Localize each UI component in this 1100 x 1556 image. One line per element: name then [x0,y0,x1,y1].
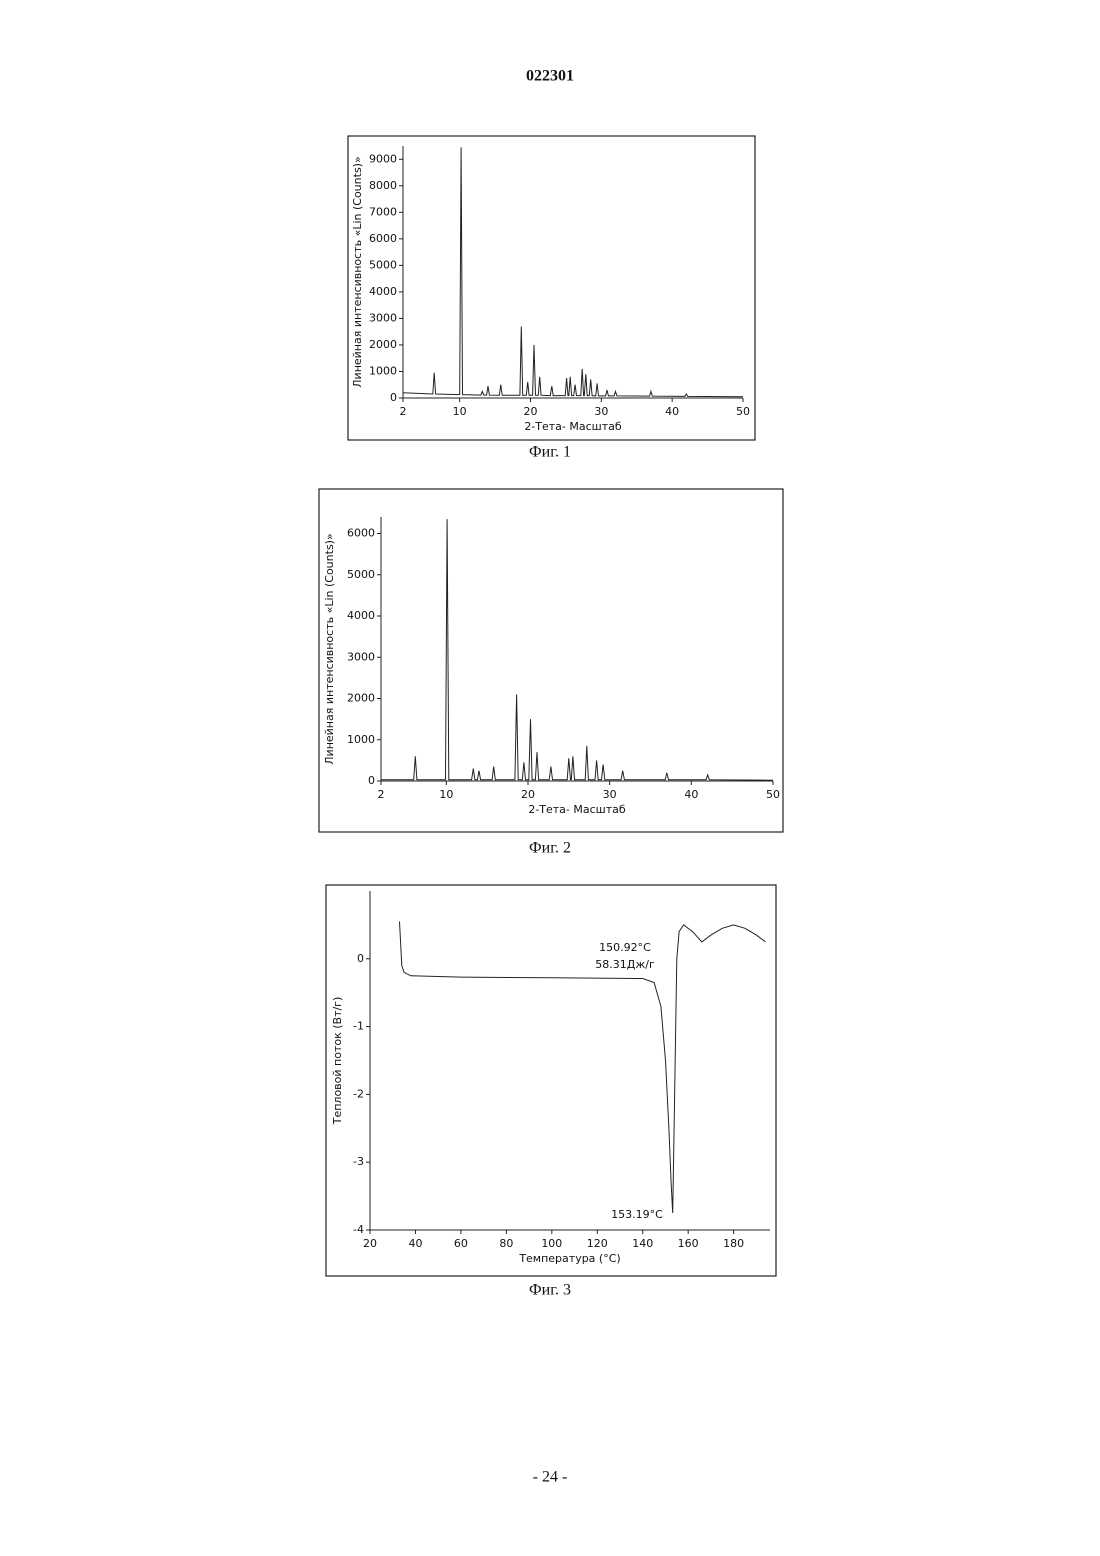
x-tick-label: 10 [439,788,453,801]
x-tick-label: 60 [454,1237,468,1250]
x-tick-label: 80 [499,1237,513,1250]
x-tick-label: 40 [684,788,698,801]
figure-caption: Фиг. 1 [529,444,571,461]
y-axis-label: Линейная интенсивность «Lin (Counts)» [323,533,336,764]
annotation: 150.92°C [599,941,651,954]
page-header: 022301 [526,68,574,85]
y-tick-label: -1 [353,1020,364,1033]
page: 022301 - 24 - 01000200030004000500060007… [0,0,1100,1556]
y-tick-label: 6000 [347,527,375,540]
x-tick-label: 140 [632,1237,653,1250]
x-tick-label: 160 [678,1237,699,1250]
y-tick-label: 8000 [369,179,397,192]
annotation: 153.19°C [611,1208,663,1221]
x-tick-label: 100 [541,1237,562,1250]
y-tick-label: 0 [368,774,375,787]
data-line [403,147,743,396]
x-axis-label: Температура (°C) [518,1252,620,1265]
page-number: - 24 - [533,1469,568,1486]
y-tick-label: -3 [353,1155,364,1168]
y-tick-label: 9000 [369,152,397,165]
x-tick-label: 2 [400,405,407,418]
y-tick-label: 6000 [369,232,397,245]
y-tick-label: 2000 [347,692,375,705]
y-tick-label: 0 [357,952,364,965]
figure-frame [348,136,755,440]
data-line [381,519,773,780]
y-tick-label: 4000 [369,285,397,298]
y-tick-label: 3000 [369,311,397,324]
y-tick-label: 2000 [369,338,397,351]
y-tick-label: 7000 [369,205,397,218]
x-axis-label: 2-Тета- Масштаб [524,420,622,433]
x-tick-label: 20 [524,405,538,418]
x-tick-label: 180 [723,1237,744,1250]
annotation: 58.31Дж/г [595,958,655,971]
x-axis-label: 2-Тета- Масштаб [528,803,626,816]
x-tick-label: 40 [665,405,679,418]
y-tick-label: 1000 [347,733,375,746]
y-tick-label: 3000 [347,650,375,663]
x-tick-label: 50 [736,405,750,418]
y-tick-label: 5000 [369,258,397,271]
y-axis-label: Линейная интенсивность «Lin (Counts)» [351,156,364,387]
y-tick-label: -4 [353,1223,364,1236]
x-tick-label: 20 [363,1237,377,1250]
x-tick-label: 10 [453,405,467,418]
x-tick-label: 2 [378,788,385,801]
x-tick-label: 120 [587,1237,608,1250]
figure-caption: Фиг. 2 [529,840,571,857]
figure-caption: Фиг. 3 [529,1282,571,1299]
x-tick-label: 20 [521,788,535,801]
x-tick-label: 30 [594,405,608,418]
y-tick-label: 1000 [369,364,397,377]
x-tick-label: 40 [408,1237,422,1250]
y-tick-label: -2 [353,1087,364,1100]
x-tick-label: 30 [603,788,617,801]
x-tick-label: 50 [766,788,780,801]
data-line [400,922,766,1214]
y-tick-label: 5000 [347,568,375,581]
y-axis-label: Тепловой поток (Вт/г) [331,997,344,1126]
y-tick-label: 4000 [347,609,375,622]
y-tick-label: 0 [390,391,397,404]
figure-frame [326,885,776,1276]
